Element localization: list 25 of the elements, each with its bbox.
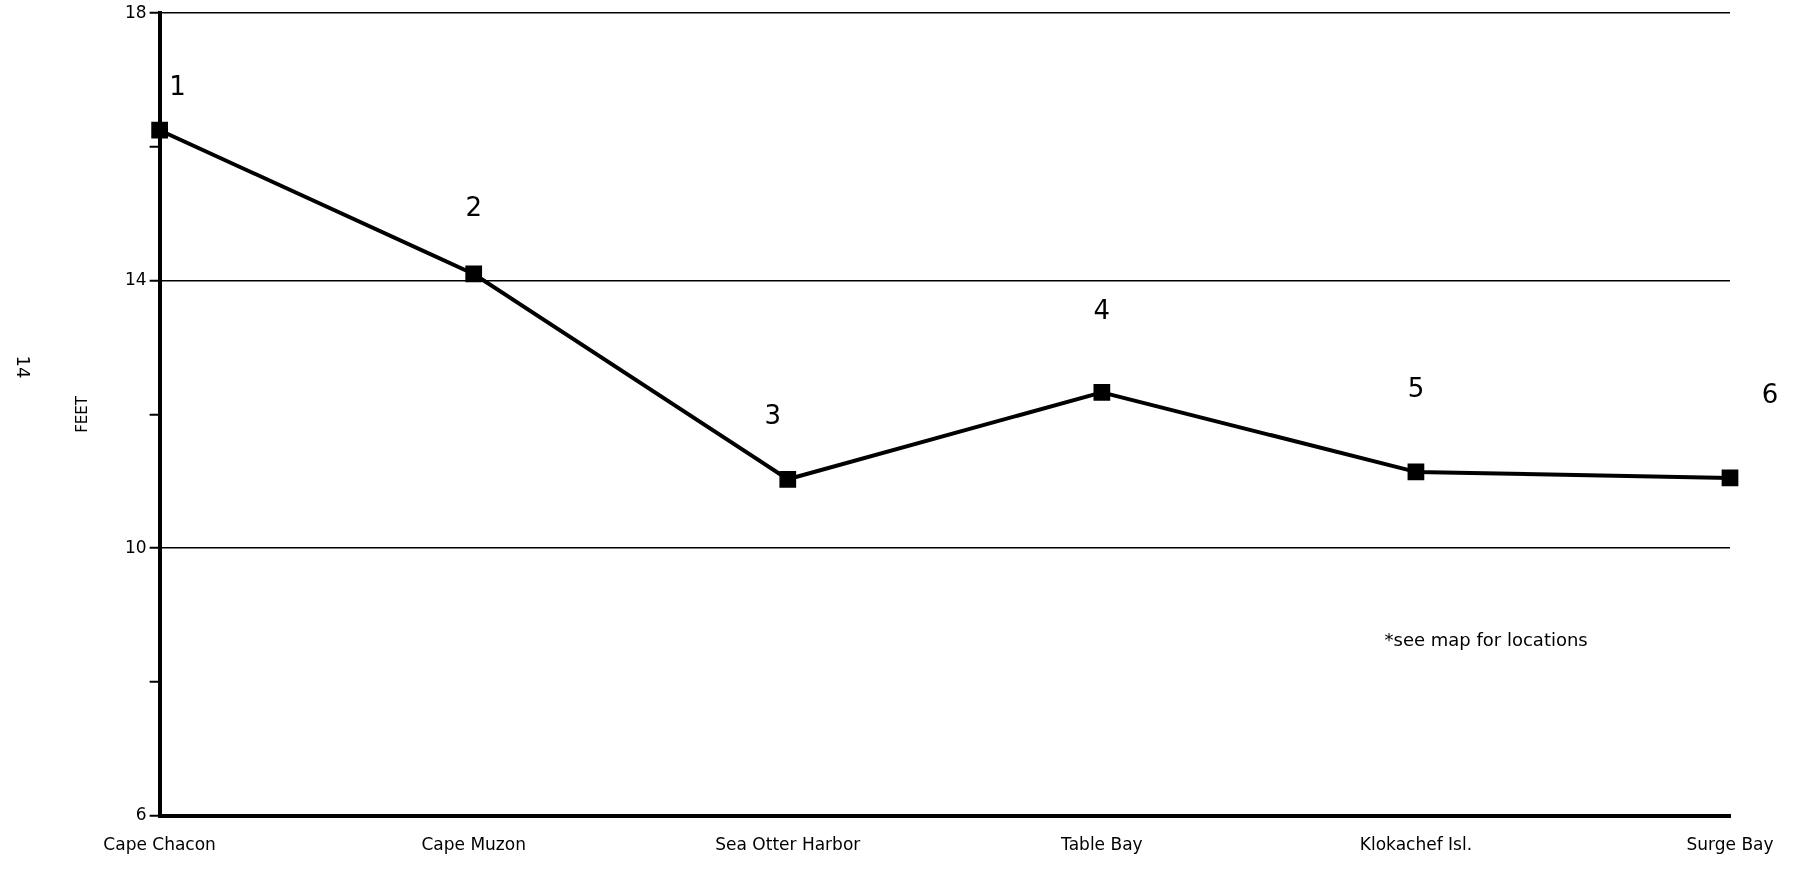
point: [1407, 463, 1425, 481]
annotation: 5: [1407, 372, 1425, 403]
x-tick-label: Table Bay: [1060, 834, 1143, 855]
text: 14: [13, 355, 35, 379]
annotation: *see map for locations: [1384, 629, 1588, 651]
x-tick-label: Sea Otter Harbor: [715, 834, 861, 855]
annotation: 2: [465, 191, 482, 222]
x-tick-label: Klokachef Isl.: [1359, 834, 1473, 855]
text: 6: [1761, 378, 1779, 409]
point: [1093, 383, 1111, 401]
y-tick-label: 18: [124, 1, 147, 22]
x-tick-label: Cape Muzon: [421, 834, 526, 855]
y-tick-label: 10: [124, 536, 147, 557]
annotation: 1: [169, 70, 186, 101]
point: [151, 121, 168, 139]
y-tick-label: 14: [124, 269, 147, 290]
x-tick-label: Cape Chacon: [103, 834, 216, 855]
point: [465, 265, 483, 283]
point: [1721, 469, 1739, 487]
annotation: 4: [1093, 295, 1111, 326]
point: [779, 470, 797, 488]
x-tick-label: Surge Bay: [1686, 834, 1774, 855]
annotation: 3: [764, 400, 782, 431]
y-axis-title: FEET: [72, 395, 91, 433]
y-tick-label: 6: [135, 804, 147, 825]
